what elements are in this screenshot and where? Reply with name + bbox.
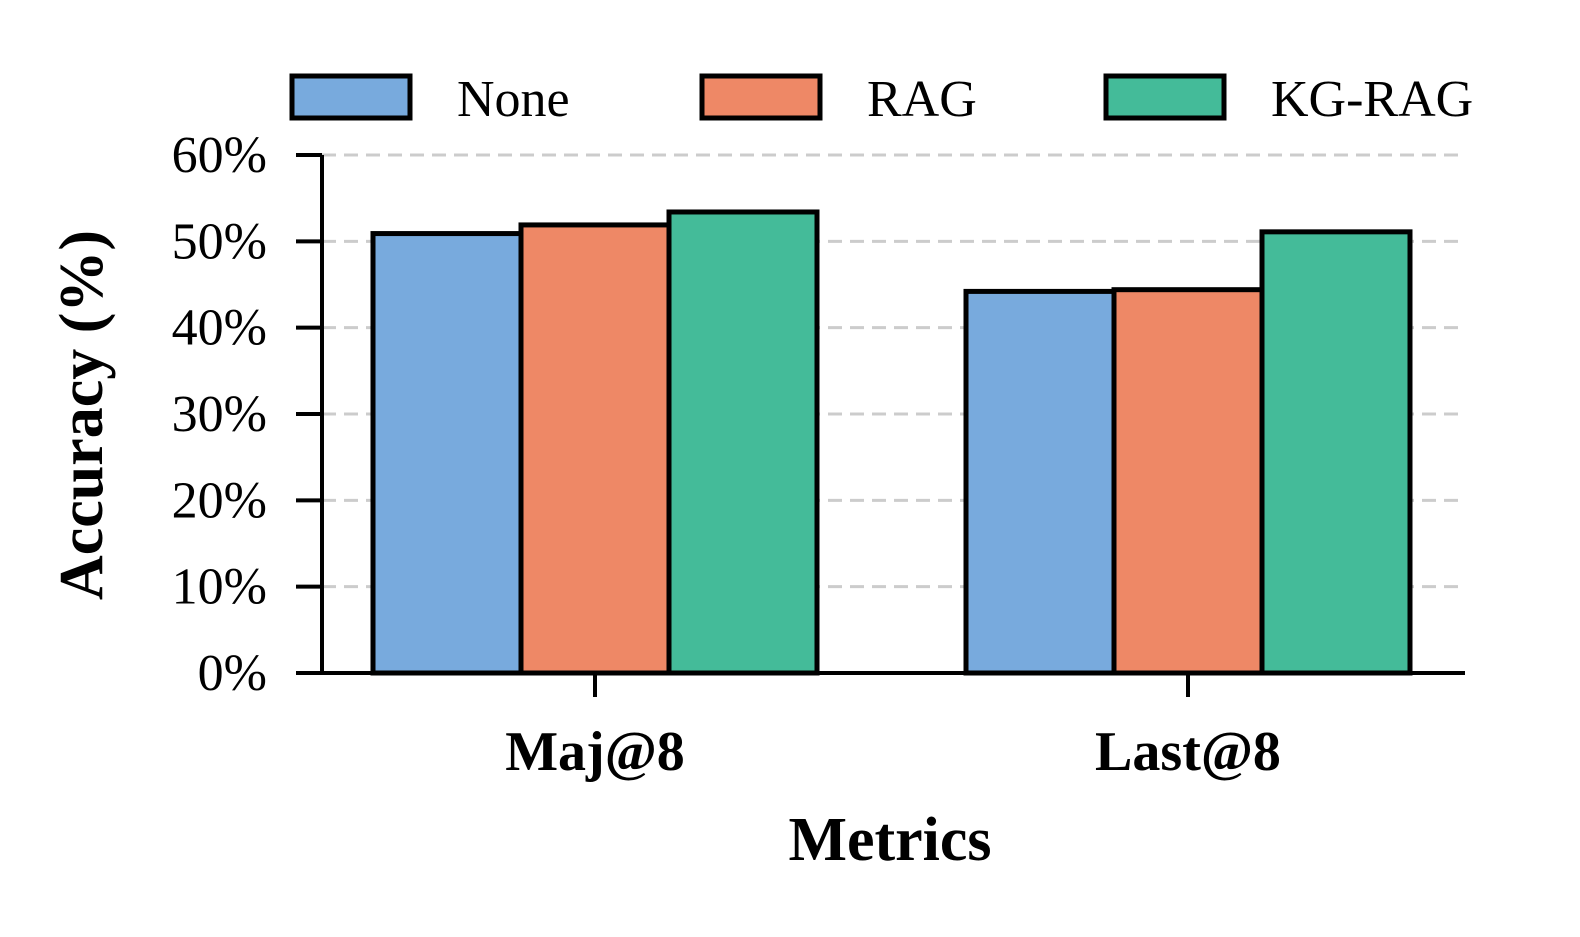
y-axis-title: Accuracy (%)	[48, 230, 116, 600]
legend-label-rag: RAG	[867, 71, 977, 128]
legend-swatch-none	[289, 73, 413, 121]
y-tick-label: 60%	[172, 127, 267, 184]
x-axis-title: Metrics	[788, 806, 991, 874]
y-tick-label: 10%	[172, 559, 267, 616]
y-tick-label: 40%	[172, 300, 267, 357]
bar-none-lastat8	[963, 288, 1117, 676]
legend-label-kg-rag: KG-RAG	[1271, 71, 1473, 128]
y-tick-label: 50%	[172, 213, 267, 270]
legend-swatch-kg-rag	[1103, 73, 1227, 121]
y-tick-label: 0%	[198, 645, 267, 702]
bar-rag-lastat8	[1111, 287, 1265, 676]
x-tick-label: Maj@8	[505, 721, 685, 783]
legend-label-none: None	[457, 71, 570, 128]
bar-kg-rag-majat8	[666, 209, 820, 676]
x-tick-label: Last@8	[1095, 721, 1281, 783]
bar-none-majat8	[370, 231, 524, 676]
axes: 0% 10% 20% 30% 40% 50% 60% Maj@8 Last@8	[172, 127, 1465, 783]
y-tick-label: 30%	[172, 386, 267, 443]
legend: None RAG KG-RAG	[289, 71, 1473, 128]
y-tick-label: 20%	[172, 472, 267, 529]
bar-rag-majat8	[518, 222, 672, 676]
bar-kg-rag-lastat8	[1259, 229, 1413, 676]
legend-swatch-rag	[699, 73, 823, 121]
bars	[370, 209, 1413, 676]
